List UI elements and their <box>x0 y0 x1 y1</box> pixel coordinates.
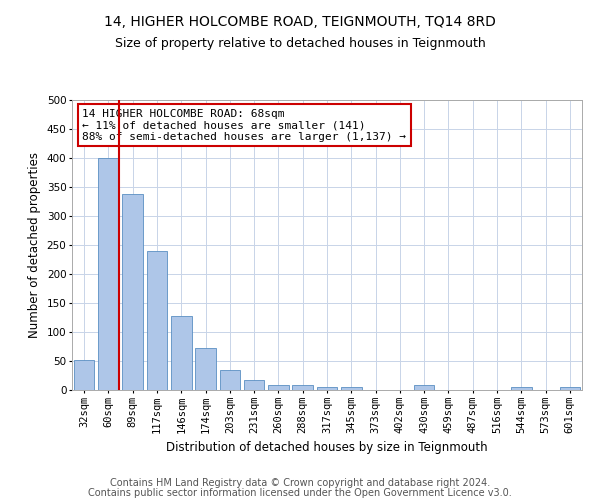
Bar <box>292 386 313 390</box>
Text: 14 HIGHER HOLCOMBE ROAD: 68sqm
← 11% of detached houses are smaller (141)
88% of: 14 HIGHER HOLCOMBE ROAD: 68sqm ← 11% of … <box>82 108 406 142</box>
Y-axis label: Number of detached properties: Number of detached properties <box>28 152 41 338</box>
X-axis label: Distribution of detached houses by size in Teignmouth: Distribution of detached houses by size … <box>166 442 488 454</box>
Text: Contains public sector information licensed under the Open Government Licence v3: Contains public sector information licen… <box>88 488 512 498</box>
Bar <box>74 360 94 390</box>
Bar <box>317 387 337 390</box>
Text: Size of property relative to detached houses in Teignmouth: Size of property relative to detached ho… <box>115 38 485 51</box>
Text: Contains HM Land Registry data © Crown copyright and database right 2024.: Contains HM Land Registry data © Crown c… <box>110 478 490 488</box>
Bar <box>98 158 119 390</box>
Bar <box>220 370 240 390</box>
Bar <box>341 387 362 390</box>
Bar <box>244 380 265 390</box>
Bar <box>195 348 216 390</box>
Bar <box>146 251 167 390</box>
Bar <box>171 316 191 390</box>
Text: 14, HIGHER HOLCOMBE ROAD, TEIGNMOUTH, TQ14 8RD: 14, HIGHER HOLCOMBE ROAD, TEIGNMOUTH, TQ… <box>104 15 496 29</box>
Bar <box>511 387 532 390</box>
Bar <box>268 386 289 390</box>
Bar <box>414 386 434 390</box>
Bar <box>122 194 143 390</box>
Bar <box>560 387 580 390</box>
